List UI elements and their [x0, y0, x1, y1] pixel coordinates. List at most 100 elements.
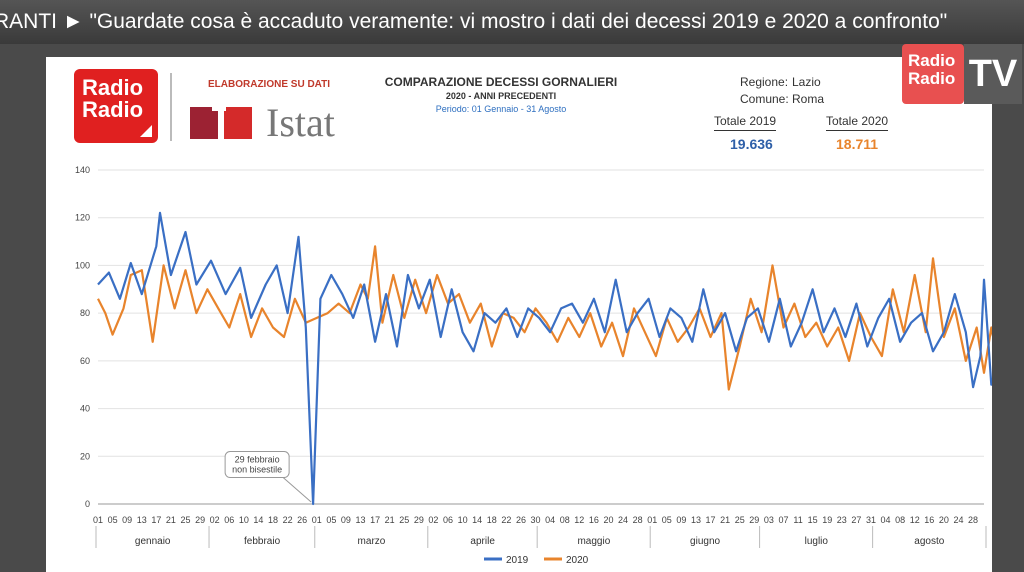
x-tick-label: 07	[778, 515, 788, 525]
x-tick-label: 14	[253, 515, 263, 525]
totale-2020-label: Totale 2020	[826, 114, 889, 131]
radio-radio-logo: Radio Radio	[74, 69, 158, 143]
month-label: agosto	[914, 536, 944, 547]
x-tick-label: 29	[749, 515, 759, 525]
comune-value: Roma	[792, 92, 825, 106]
istat-logo-text: Istat	[266, 100, 335, 145]
x-tick-label: 28	[968, 515, 978, 525]
x-tick-label: 05	[326, 515, 336, 525]
x-tick-label: 28	[633, 515, 643, 525]
annotation-text-line-2: non bisestile	[232, 465, 282, 475]
x-tick-label: 25	[399, 515, 409, 525]
x-tick-label: 20	[603, 515, 613, 525]
x-tick-label: 09	[676, 515, 686, 525]
x-tick-label: 03	[764, 515, 774, 525]
series-line-2020	[97, 245, 992, 391]
video-title: RANTI ► "Guardate cosa è accaduto verame…	[0, 10, 948, 33]
totale-2019-value: 19.636	[730, 136, 773, 152]
x-tick-label: 29	[414, 515, 424, 525]
x-tick-label: 24	[618, 515, 628, 525]
month-label: giugno	[690, 536, 720, 547]
x-tick-label: 13	[691, 515, 701, 525]
x-tick-label: 17	[151, 515, 161, 525]
x-tick-label: 19	[822, 515, 832, 525]
legend-label-2019: 2019	[506, 555, 529, 566]
tv-logo-radio: Radio Radio	[902, 44, 964, 104]
x-tick-label: 13	[356, 515, 366, 525]
istat-mark-icon	[190, 101, 252, 139]
x-tick-label: 11	[793, 515, 802, 525]
month-label: maggio	[577, 536, 610, 547]
x-tick-label: 13	[137, 515, 147, 525]
month-label: gennaio	[135, 536, 171, 547]
x-tick-label: 14	[472, 515, 482, 525]
x-tick-label: 10	[458, 515, 468, 525]
x-tick-label: 08	[895, 515, 905, 525]
chart-subtitle: 2020 - ANNI PRECEDENTI	[445, 91, 557, 101]
x-tick-label: 26	[516, 515, 526, 525]
x-tick-label: 25	[735, 515, 745, 525]
x-tick-label: 02	[428, 515, 438, 525]
elaborazione-label: ELABORAZIONE SU DATI	[208, 79, 331, 90]
x-tick-label: 21	[166, 515, 176, 525]
x-tick-label: 23	[837, 515, 847, 525]
comune-label: Comune:	[740, 92, 789, 106]
y-tick-label: 20	[80, 451, 90, 461]
x-tick-label: 08	[560, 515, 570, 525]
regione-label: Regione:	[740, 75, 789, 89]
totale-2019-label: Totale 2019	[714, 114, 777, 131]
x-tick-label: 24	[953, 515, 963, 525]
x-tick-label: 22	[283, 515, 293, 525]
x-tick-label: 22	[501, 515, 511, 525]
x-tick-label: 10	[239, 515, 249, 525]
x-tick-label: 25	[180, 515, 190, 525]
x-tick-label: 12	[574, 515, 584, 525]
x-tick-label: 01	[312, 515, 322, 525]
y-tick-label: 120	[75, 213, 90, 223]
logo-corner-icon	[140, 125, 152, 137]
tv-logo-line-2: Radio	[908, 69, 956, 88]
x-tick-label: 29	[195, 515, 205, 525]
y-tick-label: 140	[75, 165, 90, 175]
x-tick-label: 16	[924, 515, 934, 525]
x-tick-label: 09	[341, 515, 351, 525]
radio-radio-tv-logo: Radio Radio TV	[902, 44, 1022, 104]
tv-logo-line-1: Radio	[908, 51, 956, 70]
x-tick-label: 21	[720, 515, 730, 525]
x-tick-label: 20	[939, 515, 949, 525]
chart-title: COMPARAZIONE DECESSI GORNALIERI	[384, 75, 618, 89]
chart-period: Periodo: 01 Gennaio - 31 Agosto	[435, 104, 567, 114]
x-tick-label: 02	[210, 515, 220, 525]
x-tick-label: 05	[662, 515, 672, 525]
x-tick-label: 30	[531, 515, 541, 525]
x-tick-label: 18	[487, 515, 497, 525]
annotation-box	[224, 451, 290, 479]
x-tick-label: 04	[881, 515, 891, 525]
x-tick-label: 21	[385, 515, 395, 525]
regione-value: Lazio	[792, 75, 821, 89]
logo-line-2: Radio	[82, 97, 144, 122]
logo-line-1: Radio	[82, 75, 144, 100]
month-label: aprile	[470, 536, 495, 547]
slide: Radio Radio ELABORAZIONE SU DATI Istat C…	[46, 57, 992, 572]
x-tick-label: 09	[122, 515, 132, 525]
x-tick-label: 04	[545, 515, 555, 525]
x-tick-label: 31	[866, 515, 876, 525]
month-label: luglio	[805, 536, 829, 547]
x-tick-label: 05	[108, 515, 118, 525]
x-tick-label: 27	[851, 515, 861, 525]
annotation-pointer	[282, 477, 312, 503]
x-tick-label: 12	[910, 515, 920, 525]
legend-label-2020: 2020	[566, 555, 589, 566]
series-line-2019	[97, 211, 992, 506]
x-tick-label: 01	[93, 515, 103, 525]
x-tick-label: 17	[370, 515, 380, 525]
x-tick-label: 06	[443, 515, 453, 525]
month-label: marzo	[358, 536, 386, 547]
x-tick-label: 17	[706, 515, 716, 525]
annotation-text-line-1: 29 febbraio	[235, 455, 280, 465]
month-label: febbraio	[244, 536, 281, 547]
y-tick-label: 80	[80, 308, 90, 318]
totale-2020-value: 18.711	[836, 136, 879, 152]
x-tick-label: 06	[224, 515, 234, 525]
